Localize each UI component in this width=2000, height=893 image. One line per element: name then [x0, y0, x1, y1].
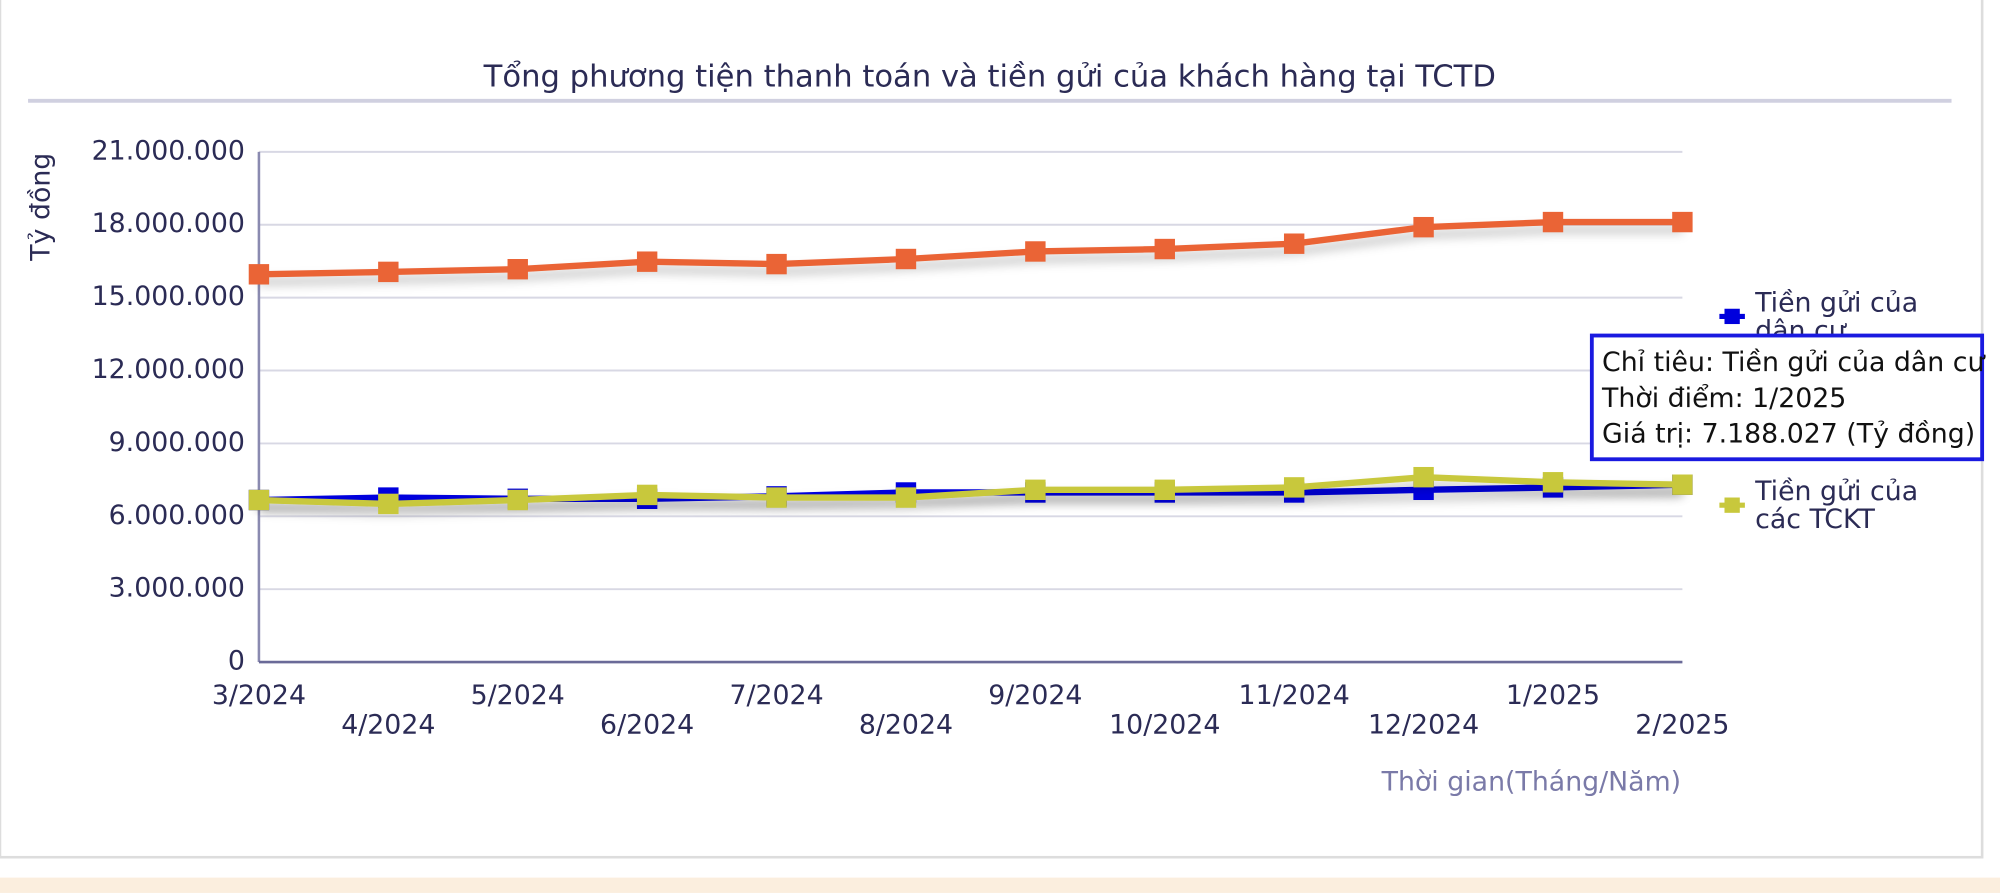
data-point [1283, 233, 1305, 254]
x-tick-label: 7/2024 [729, 680, 823, 711]
data-point [378, 493, 399, 515]
x-tick-label: 1/2025 [1506, 680, 1600, 711]
x-tick-label: 4/2024 [341, 709, 435, 740]
bottom-band [0, 877, 2000, 893]
data-point [507, 259, 528, 280]
data-point [636, 484, 658, 506]
y-tick-label: 12.000.000 [92, 354, 245, 385]
y-tick-label: 18.000.000 [92, 208, 245, 239]
plot [248, 211, 1693, 515]
y-tick-label: 9.000.000 [109, 427, 245, 458]
x-tick-label: 12/2024 [1368, 709, 1479, 740]
tooltip: Chỉ tiêu: Tiền gửi của dân cư Thời điểm: … [1589, 333, 1986, 462]
data-point [1154, 238, 1175, 260]
data-point [766, 487, 787, 508]
data-point [248, 489, 270, 511]
data-point [895, 487, 917, 508]
legend-label: Tiền gửi của dân cư [1755, 288, 1919, 346]
x-axis-label: Thời gian(Tháng/Năm) [1381, 767, 1682, 798]
x-tick-label: 8/2024 [859, 709, 953, 740]
y-tick-label: 15.000.000 [92, 281, 245, 312]
data-point [1542, 472, 1564, 493]
data-point [636, 251, 658, 272]
data-point [1025, 479, 1046, 501]
data-point [895, 248, 917, 270]
series-line [258, 473, 1683, 508]
x-tick-label: 2/2025 [1635, 709, 1729, 740]
tooltip-line: Giá trị: 7.188.027 (Tỷ đồng) [1602, 419, 1975, 450]
grid: 0 3.000.000 6.000.000 9.000.000 12.000.000 15… [92, 135, 1730, 740]
y-tick-label: 3.000.000 [109, 573, 245, 604]
data-point [1154, 479, 1175, 501]
data-point [1542, 211, 1564, 233]
legend-entry: Tiền gửi của các TCKT [1755, 477, 1919, 535]
data-point [1672, 474, 1693, 495]
legend-marker [1724, 308, 1740, 325]
legend-marker [1724, 497, 1740, 513]
x-tick-label: 10/2024 [1109, 709, 1220, 740]
y-tick-label: 0 [228, 646, 245, 677]
x-tick-label: 6/2024 [600, 709, 694, 740]
data-point [766, 253, 787, 275]
chart-title: Tổng phương tiện thanh toán và tiền gửi … [483, 58, 1496, 94]
data-point [507, 489, 528, 511]
legend-label: Tiền gửi của các TCKT [1755, 477, 1919, 535]
y-tick-label: 6.000.000 [109, 500, 245, 531]
data-point [248, 264, 270, 285]
x-tick-label: 5/2024 [471, 680, 565, 711]
data-point [1413, 466, 1434, 488]
x-tick-label: 3/2024 [212, 680, 306, 711]
data-point [378, 261, 399, 283]
legend-entry: Tiền gửi của dân cư [1755, 288, 1919, 346]
x-tick-label: 9/2024 [988, 680, 1082, 711]
x-tick-label: 11/2024 [1239, 680, 1350, 711]
data-point [1025, 241, 1046, 262]
tooltip-line: Thời điểm: 1/2025 [1601, 383, 1846, 414]
y-axis-label: Tỷ đồng [26, 153, 57, 262]
series-line [258, 218, 1683, 278]
tooltip-box [1589, 333, 1985, 462]
data-point [1672, 211, 1693, 233]
tooltip-line: Chỉ tiêu: Tiền gửi của dân cư [1602, 347, 1986, 378]
data-point [1413, 216, 1434, 238]
y-tick-label: 21.000.000 [92, 135, 245, 166]
data-point [1283, 477, 1305, 498]
